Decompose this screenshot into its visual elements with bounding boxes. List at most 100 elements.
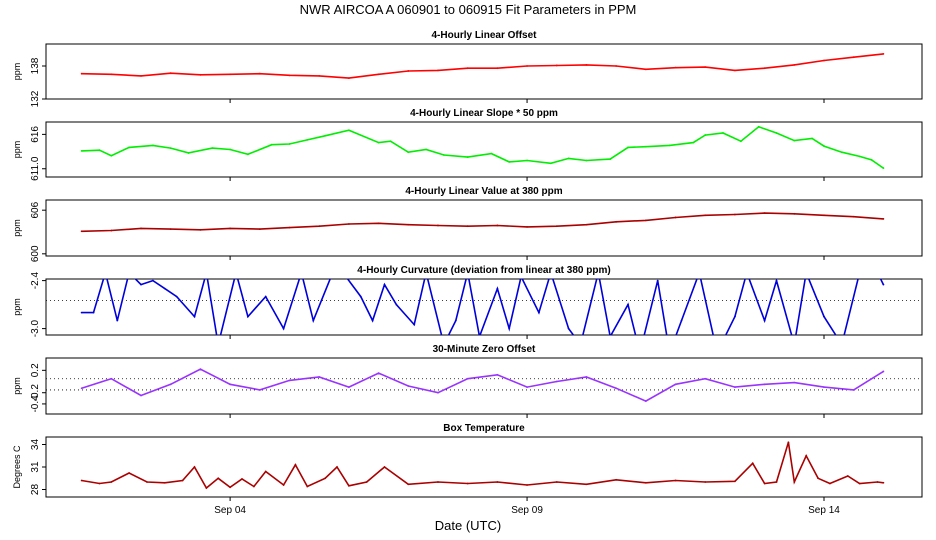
data-point: [377, 141, 380, 144]
data-point: [407, 70, 410, 72]
data-point: [793, 139, 796, 142]
data-point: [110, 481, 113, 483]
data-point: [247, 315, 249, 318]
data-point: [704, 214, 707, 217]
data-point: [763, 212, 766, 214]
data-point: [377, 73, 380, 76]
data-point: [217, 344, 219, 346]
data-point: [734, 480, 736, 483]
data-point: [425, 148, 427, 151]
data-point: [383, 283, 386, 286]
panel-title: 30-Minute Zero Offset: [433, 344, 536, 355]
data-point: [163, 481, 166, 484]
panel-title: 4-Hourly Linear Value at 380 ppm: [405, 186, 562, 197]
data-point: [140, 227, 142, 230]
data-point: [347, 386, 350, 389]
data-point: [407, 385, 410, 387]
data-point: [247, 153, 249, 156]
data-point: [585, 64, 588, 66]
data-point: [300, 272, 302, 274]
data-point: [437, 391, 439, 394]
data-point: [128, 272, 130, 274]
x-tick-label: Sep 14: [808, 505, 840, 516]
data-point: [258, 228, 261, 230]
data-point: [193, 466, 196, 468]
data-point: [80, 479, 83, 482]
data-point: [169, 147, 172, 150]
data-point: [98, 149, 101, 152]
data-point: [336, 466, 338, 468]
panel-title: Box Temperature: [443, 423, 525, 434]
data-point: [526, 65, 528, 67]
data-point: [829, 482, 831, 485]
data-point: [644, 219, 647, 222]
data-point: [704, 66, 707, 68]
data-point: [318, 376, 321, 378]
data-point: [793, 64, 796, 66]
series-line: [81, 53, 884, 79]
data-point: [615, 387, 618, 390]
data-point: [175, 295, 178, 298]
data-point: [627, 146, 629, 149]
data-point: [668, 144, 671, 147]
data-point: [199, 228, 202, 231]
data-point: [229, 227, 232, 230]
panel-frame: [45, 121, 923, 178]
data-point: [241, 478, 243, 480]
data-point: [169, 228, 172, 230]
data-point: [876, 481, 879, 483]
data-point: [199, 73, 202, 76]
data-point: [98, 482, 101, 485]
data-point: [763, 383, 766, 386]
series-line: [81, 368, 884, 402]
data-point: [823, 315, 825, 318]
data-point: [389, 140, 392, 143]
y-tick-label: 138: [30, 57, 41, 74]
data-point: [359, 295, 362, 298]
data-point: [437, 224, 439, 227]
data-point: [229, 383, 232, 386]
data-point: [609, 158, 612, 161]
data-point: [217, 477, 220, 480]
x-tick-label: Sep 09: [511, 505, 543, 516]
data-point: [347, 77, 350, 79]
series-line: [81, 125, 884, 169]
data-point: [371, 319, 374, 322]
data-point: [567, 157, 570, 160]
data-point: [811, 137, 814, 140]
data-point: [585, 159, 588, 162]
data-point: [846, 475, 849, 477]
y-tick-label: 611.0: [30, 156, 41, 181]
data-point: [80, 72, 83, 75]
data-point: [793, 212, 796, 215]
data-point: [882, 481, 885, 484]
series-line: [81, 212, 884, 233]
y-tick-label: 606: [30, 201, 41, 218]
y-tick-label: 28: [30, 484, 41, 496]
data-point: [775, 132, 778, 134]
data-point: [163, 287, 166, 290]
data-point: [585, 223, 588, 226]
data-point: [674, 479, 677, 482]
data-point: [152, 144, 154, 147]
data-point: [318, 75, 321, 77]
data-point: [858, 155, 861, 158]
y-axis-label: ppm: [12, 141, 22, 159]
data-point: [526, 226, 528, 228]
data-point: [466, 156, 469, 158]
data-point: [407, 483, 410, 486]
data-point: [140, 75, 142, 77]
data-point: [739, 140, 742, 143]
data-point: [882, 370, 885, 373]
y-tick-label: 31: [30, 461, 41, 473]
data-point: [555, 225, 558, 228]
data-point: [805, 272, 807, 274]
data-point: [734, 315, 736, 318]
data-point: [80, 149, 83, 152]
data-point: [674, 66, 677, 69]
data-point: [859, 272, 861, 274]
data-point: [264, 470, 267, 473]
data-point: [466, 225, 469, 228]
data-point: [496, 287, 499, 290]
data-point: [330, 276, 332, 278]
